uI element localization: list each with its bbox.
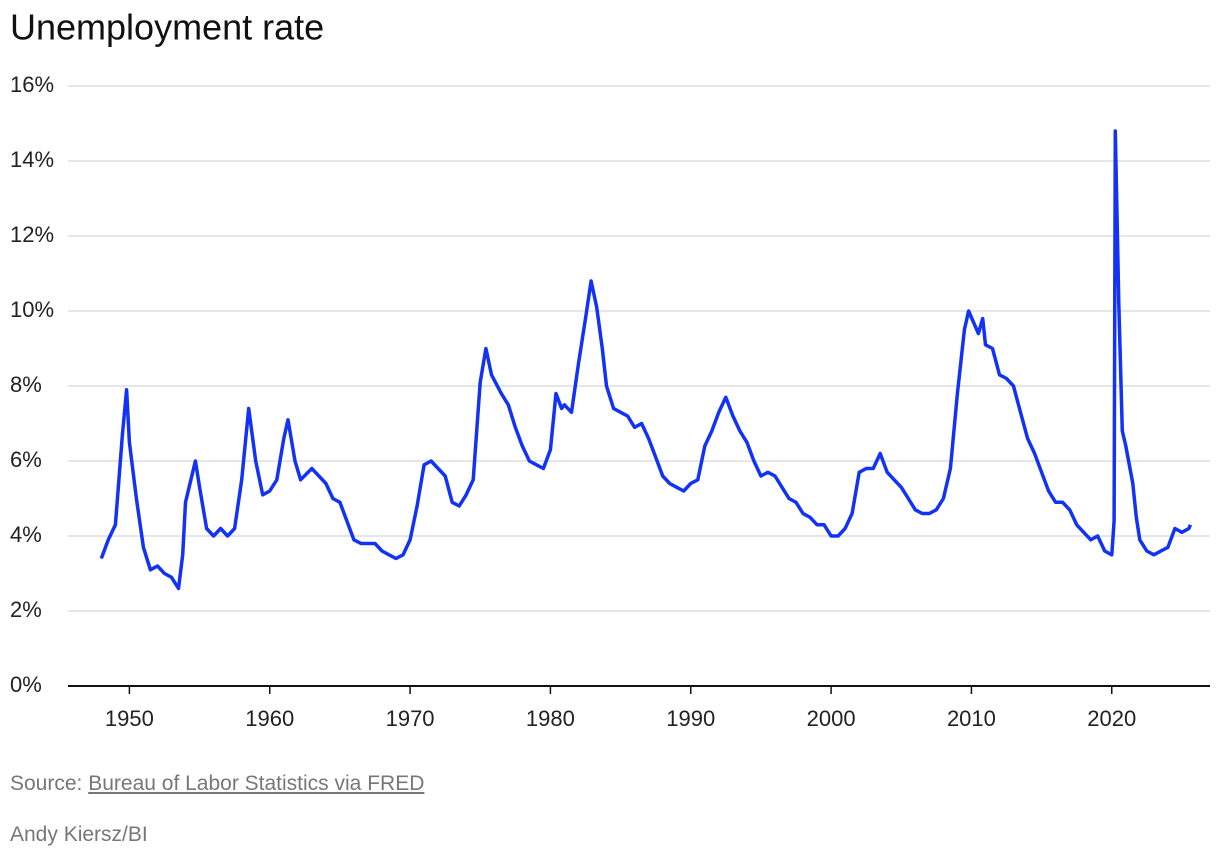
y-tick-label: 0% [10,672,42,697]
x-tick-label: 1960 [245,706,294,731]
x-tick-label: 1980 [526,706,575,731]
y-tick-label: 6% [10,447,42,472]
x-tick-label: 1950 [105,706,154,731]
y-tick-label: 14% [10,147,54,172]
y-tick-label: 12% [10,222,54,247]
y-tick-label: 2% [10,597,42,622]
x-tick-label: 1970 [386,706,435,731]
chart-title: Unemployment rate [10,7,324,48]
x-tick-label: 2000 [807,706,856,731]
y-tick-label: 8% [10,372,42,397]
x-tick-label: 2010 [947,706,996,731]
source-prefix: Source: [10,772,83,795]
y-tick-label: 16% [10,72,54,97]
x-tick-label: 2020 [1087,706,1136,731]
source: Source: Bureau of Labor Statistics via F… [10,772,424,796]
x-tick-label: 1990 [666,706,715,731]
chart: Unemployment rate 0% 2% 4% 6% 8% 10% 12% 14% 16%… [10,7,1210,731]
y-tick-label: 4% [10,522,42,547]
y-tick-label: 10% [10,297,54,322]
line [99,129,1193,591]
source-link[interactable]: Bureau of Labor Statistics via FRED [88,772,425,795]
credit: Andy Kiersz/BI [10,823,148,846]
